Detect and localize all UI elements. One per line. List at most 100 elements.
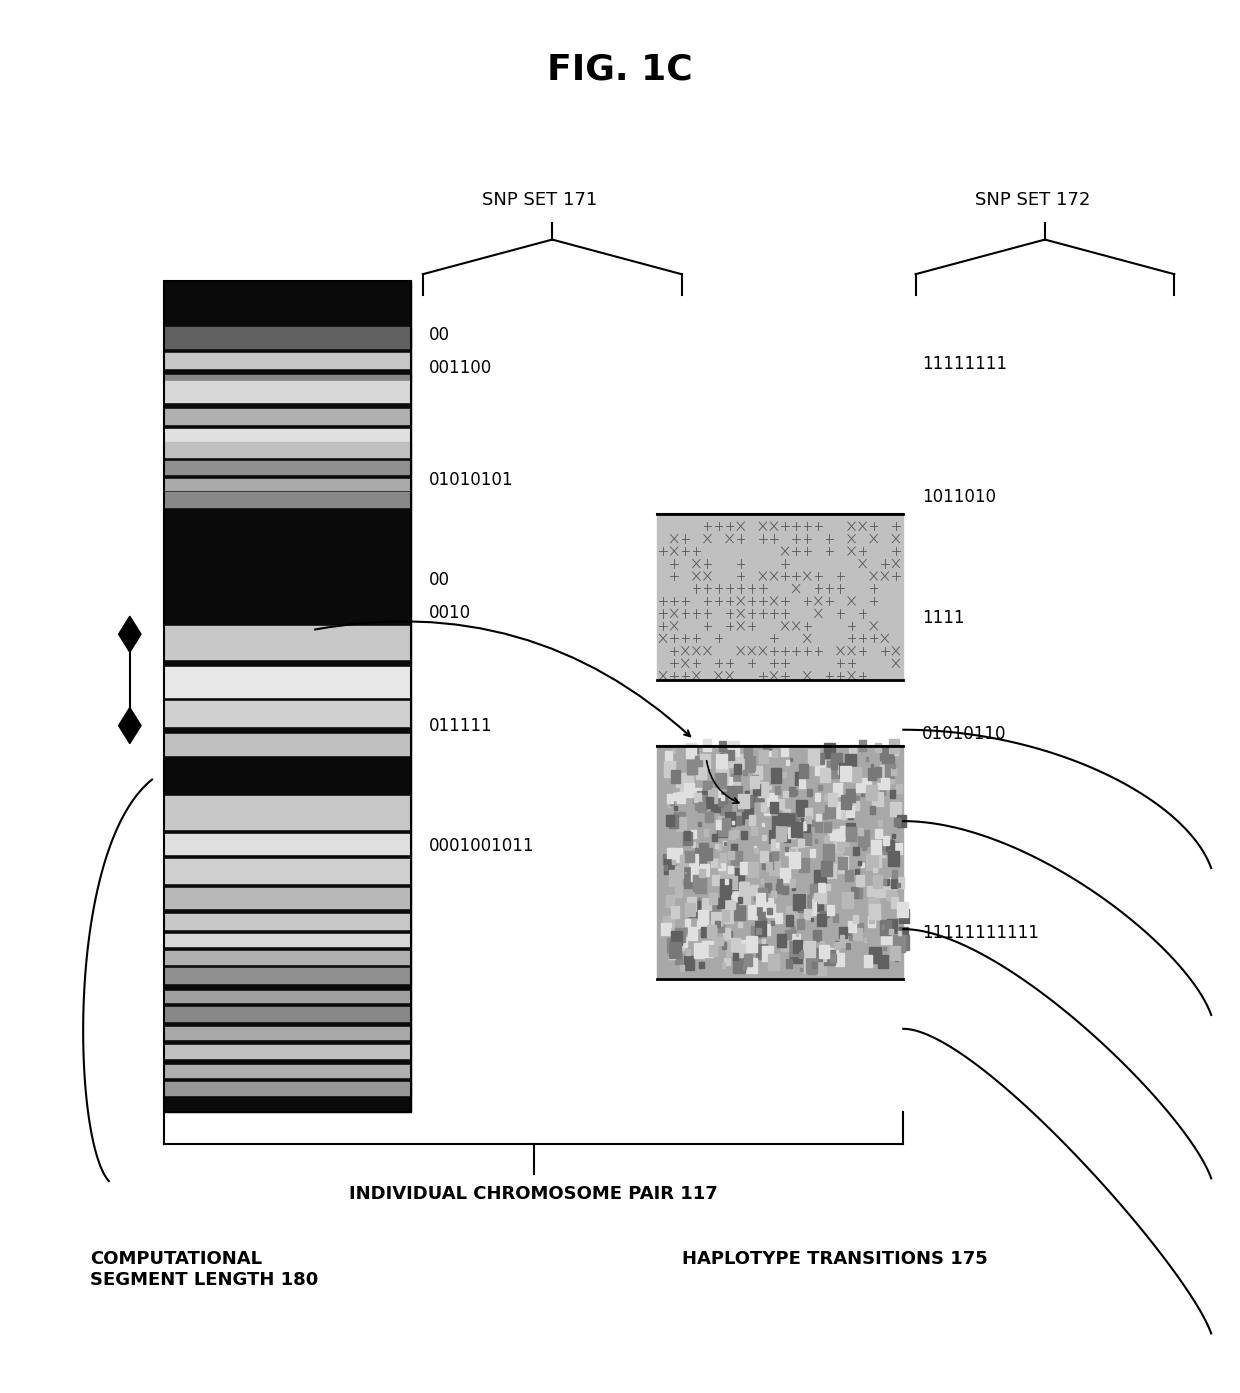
Bar <box>662 915 673 931</box>
Bar <box>657 281 903 1112</box>
Bar <box>851 887 858 898</box>
Bar <box>885 748 893 758</box>
Text: 011111: 011111 <box>429 716 492 734</box>
Bar <box>825 794 830 801</box>
Bar <box>770 830 777 843</box>
Bar <box>758 903 765 915</box>
Bar <box>671 907 680 918</box>
Bar <box>874 793 878 798</box>
Bar <box>686 950 691 956</box>
Bar <box>820 951 826 961</box>
Bar <box>835 940 838 944</box>
Bar <box>872 791 883 807</box>
Bar <box>806 958 817 974</box>
Bar <box>745 756 755 770</box>
Bar <box>720 752 723 756</box>
Bar <box>754 787 764 801</box>
Bar <box>739 754 750 770</box>
Bar <box>754 887 763 900</box>
Bar <box>807 749 818 765</box>
Bar <box>661 924 670 936</box>
Bar <box>795 893 806 908</box>
Polygon shape <box>119 616 141 652</box>
Bar <box>694 878 707 893</box>
Bar <box>870 898 879 910</box>
Bar <box>790 758 792 761</box>
Bar <box>164 935 410 946</box>
Bar <box>164 442 410 457</box>
Bar <box>797 919 804 929</box>
Bar <box>892 879 898 887</box>
Bar <box>718 793 728 805</box>
Bar <box>815 793 821 801</box>
Bar <box>815 869 826 886</box>
Bar <box>733 953 738 960</box>
Bar <box>745 954 750 961</box>
Bar <box>671 931 682 946</box>
Bar <box>866 758 868 761</box>
Text: 0001001011: 0001001011 <box>429 837 534 855</box>
Bar <box>800 968 802 971</box>
Bar <box>728 876 737 889</box>
Bar <box>839 762 851 777</box>
Bar <box>732 844 737 853</box>
Bar <box>702 942 713 957</box>
Bar <box>751 786 755 790</box>
Bar <box>805 808 812 818</box>
Bar <box>895 843 903 854</box>
Bar <box>866 859 870 866</box>
Bar <box>663 854 671 864</box>
Bar <box>760 851 768 862</box>
Bar <box>686 851 693 862</box>
Bar <box>781 871 790 882</box>
Bar <box>164 1082 410 1095</box>
Bar <box>677 793 684 804</box>
Bar <box>847 827 857 841</box>
Bar <box>880 921 892 936</box>
Bar <box>711 798 720 812</box>
Bar <box>792 885 796 890</box>
Bar <box>718 859 725 869</box>
Bar <box>691 866 702 880</box>
Bar <box>774 816 776 819</box>
Bar <box>666 894 675 907</box>
Bar <box>725 898 732 907</box>
Bar <box>869 807 875 815</box>
Bar <box>874 744 880 752</box>
Bar <box>856 851 858 854</box>
Bar <box>889 790 895 798</box>
Bar <box>858 861 861 865</box>
Bar <box>735 816 742 825</box>
Bar <box>717 937 723 946</box>
Bar <box>734 763 740 775</box>
Bar <box>686 776 693 786</box>
Bar <box>771 890 776 897</box>
Bar <box>812 963 816 968</box>
Bar <box>723 928 730 939</box>
Bar <box>856 869 859 875</box>
Bar <box>720 879 730 894</box>
Bar <box>880 839 892 854</box>
Bar <box>815 898 823 911</box>
Bar <box>751 827 756 836</box>
Bar <box>687 897 697 911</box>
Bar <box>671 801 673 805</box>
Bar <box>729 755 738 766</box>
Bar <box>836 829 843 840</box>
Bar <box>851 766 862 783</box>
Bar <box>667 794 673 804</box>
Bar <box>863 939 866 942</box>
Bar <box>883 836 889 846</box>
Bar <box>811 918 813 921</box>
Bar <box>768 908 773 914</box>
Bar <box>790 818 801 834</box>
Bar <box>687 761 697 775</box>
Bar <box>880 788 884 795</box>
Text: HAPLOTYPE TRANSITIONS 175: HAPLOTYPE TRANSITIONS 175 <box>682 1251 987 1269</box>
Bar <box>164 858 410 883</box>
Bar <box>723 900 725 905</box>
Bar <box>849 744 856 755</box>
Bar <box>715 844 718 848</box>
Bar <box>796 943 804 953</box>
Bar <box>698 822 701 826</box>
